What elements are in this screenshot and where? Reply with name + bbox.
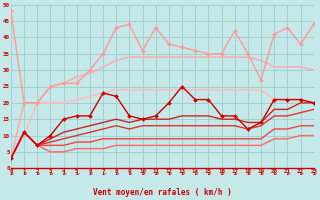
X-axis label: Vent moyen/en rafales ( km/h ): Vent moyen/en rafales ( km/h ): [93, 188, 232, 197]
